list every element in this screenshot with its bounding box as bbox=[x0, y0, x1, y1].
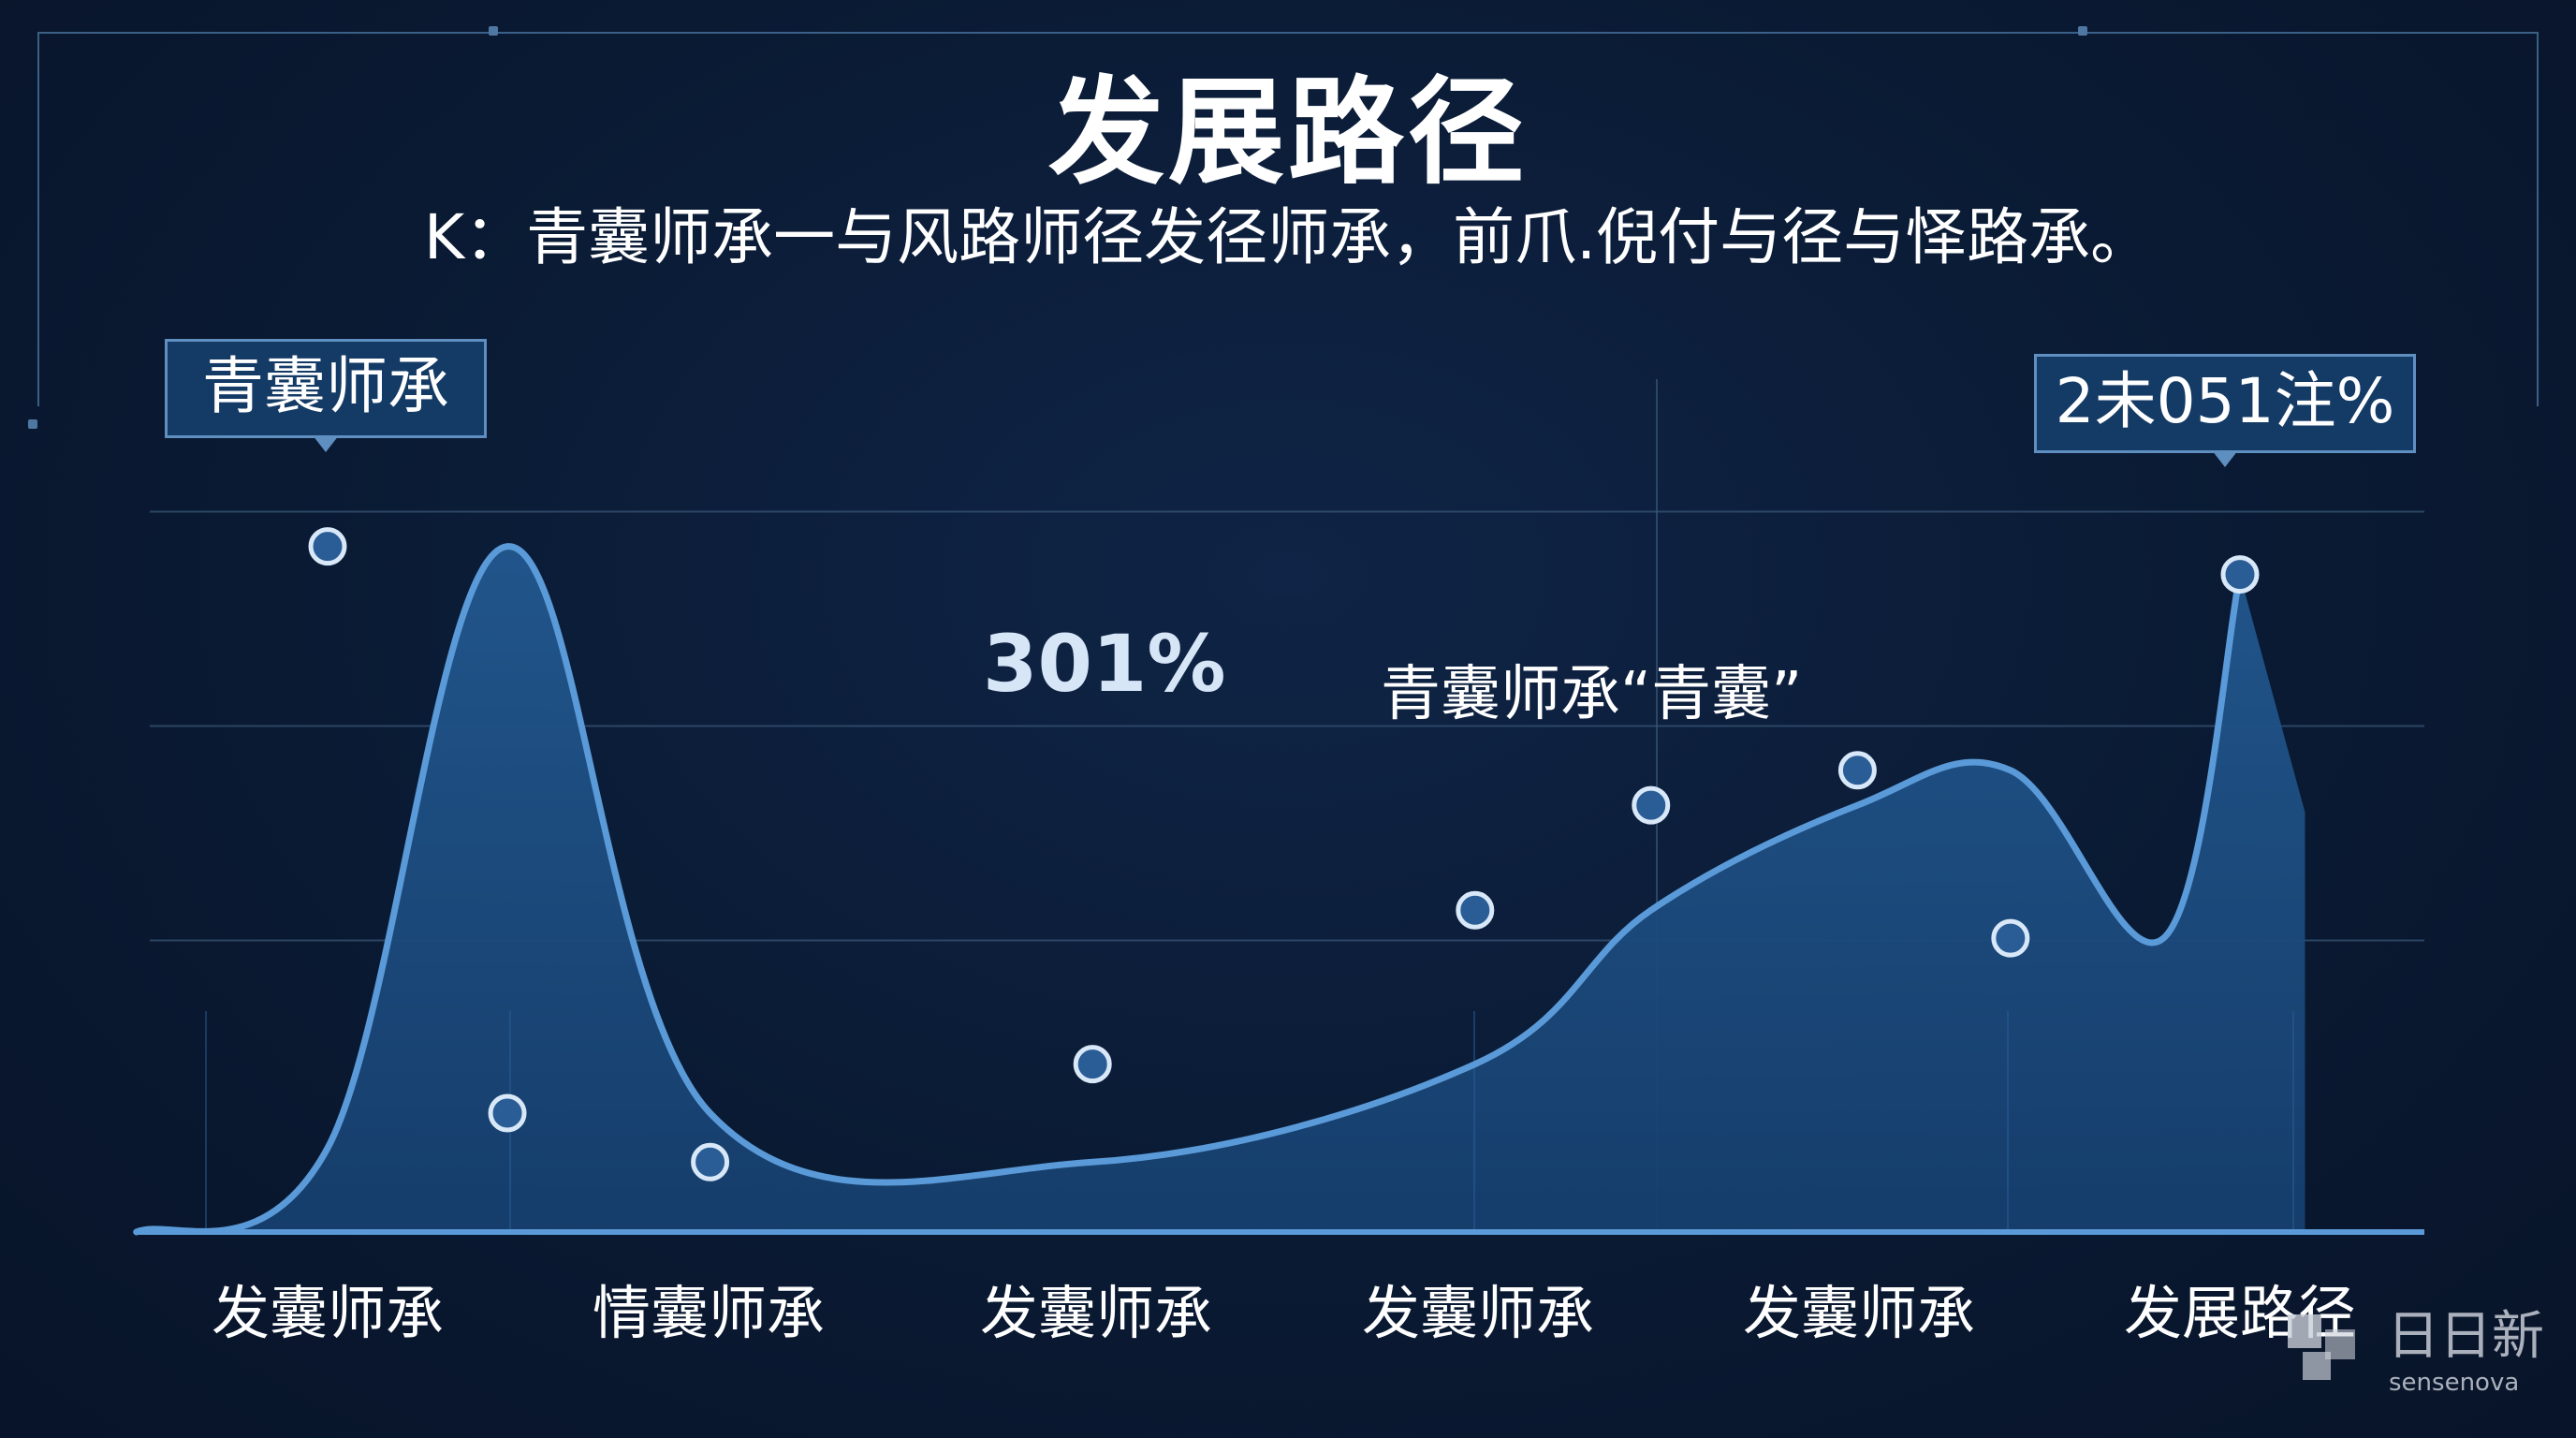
data-point-marker bbox=[1837, 751, 1877, 790]
x-tick-label: 情囊师承 bbox=[592, 1279, 825, 1347]
frame-corner-dot bbox=[2078, 26, 2087, 36]
watermark-subtext: sensenova bbox=[2389, 1369, 2520, 1397]
mid-annotation: 青囊师承“青囊” bbox=[1381, 660, 1803, 729]
watermark-logo-icon bbox=[2288, 1314, 2355, 1380]
data-point-marker bbox=[691, 1142, 730, 1181]
x-tick-label: 发囊师承 bbox=[211, 1279, 444, 1347]
x-tick-label: 发囊师承 bbox=[1742, 1279, 1975, 1347]
series-line bbox=[133, 543, 2244, 1236]
chart-subtitle: K：青囊师承一与风路师径发径师承，前爪.倪付与径与怿路承。 bbox=[423, 201, 2153, 273]
frame-right-line bbox=[2537, 32, 2539, 406]
peak-callout: 青囊师承 bbox=[165, 339, 487, 452]
data-point-marker bbox=[1632, 785, 1671, 825]
frame-corner-dot bbox=[489, 26, 498, 36]
x-tick-label: 发囊师承 bbox=[1361, 1279, 1594, 1347]
data-point-marker bbox=[1991, 918, 2030, 958]
data-point-marker bbox=[2220, 555, 2260, 594]
watermark-brand: 日日新 bbox=[2387, 1306, 2544, 1367]
frame-left-line bbox=[37, 32, 39, 406]
end-callout: 2未051注% bbox=[2034, 354, 2416, 467]
data-markers bbox=[308, 527, 2260, 1181]
data-point-marker bbox=[1456, 890, 1495, 930]
chart-title: 发展路径 bbox=[1047, 66, 1528, 200]
x-tick-label: 发囊师承 bbox=[979, 1279, 1212, 1347]
data-point-marker bbox=[308, 527, 347, 566]
center-value-label: 301% bbox=[983, 618, 1226, 710]
frame-top-line bbox=[37, 32, 2539, 34]
series-area bbox=[136, 546, 2305, 1232]
frame-corner-dot bbox=[28, 419, 37, 429]
data-point-marker bbox=[488, 1093, 527, 1133]
data-point-marker bbox=[1073, 1045, 1112, 1084]
